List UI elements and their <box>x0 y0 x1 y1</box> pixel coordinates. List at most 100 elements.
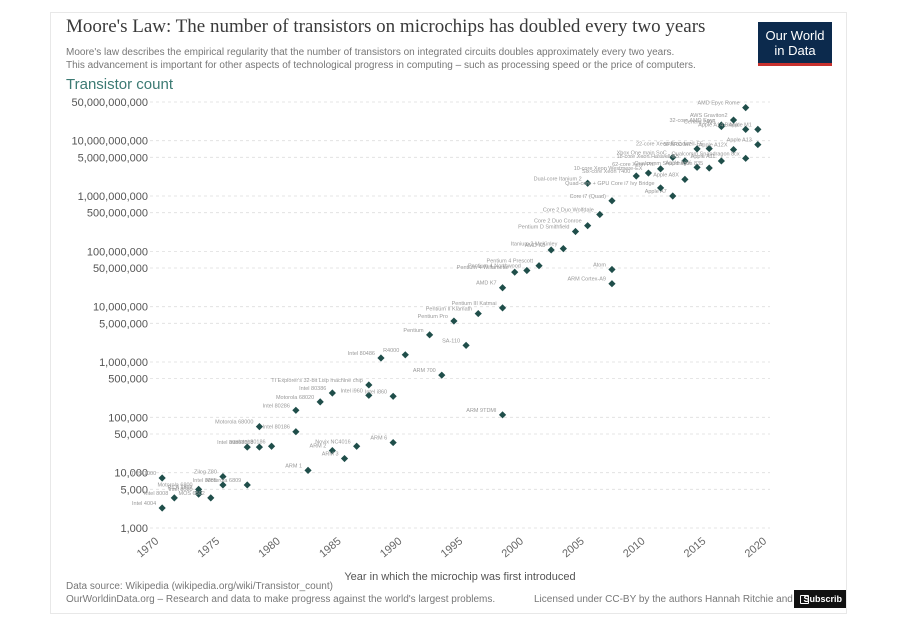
x-tick-label: 2020 <box>743 535 769 560</box>
point-label: Pentium III Katmai <box>452 301 497 307</box>
point-marker <box>377 354 385 362</box>
data-point[interactable]: ARM 9TDMI <box>466 408 507 419</box>
point-marker <box>656 165 665 173</box>
point-marker <box>693 145 701 153</box>
data-point[interactable]: Pentium II Klamath <box>426 307 482 318</box>
data-point[interactable]: Novix NC4016 <box>315 439 361 450</box>
data-point[interactable]: TI Explorer's 32-bit Lisp machine chip <box>271 378 373 389</box>
data-point[interactable]: ARM 1 <box>285 463 312 474</box>
data-point[interactable]: SPARC M7 <box>663 142 701 153</box>
data-point[interactable]: Intel 8080 <box>168 487 203 498</box>
data-point[interactable]: Zilog Z80 <box>194 470 227 481</box>
data-point[interactable]: Intel 8085 <box>193 478 227 489</box>
data-point[interactable]: 22-core Xeon Broadwell-E5 <box>636 142 713 153</box>
point-marker <box>498 304 507 312</box>
data-point[interactable]: Intel 80186 <box>263 425 300 436</box>
data-point[interactable]: TMS 1000 <box>131 471 166 482</box>
point-marker <box>389 438 397 447</box>
point-marker <box>571 227 580 236</box>
data-point[interactable]: Intel 8086 <box>217 440 251 451</box>
data-point[interactable]: Apple A7 <box>645 189 677 200</box>
data-point[interactable]: AMD Epyc Rome <box>697 101 750 112</box>
data-point[interactable]: AMD K7 <box>476 281 507 292</box>
data-point[interactable]: Apple A14 Bionic <box>698 122 750 133</box>
data-point[interactable]: Apple A11 <box>691 154 725 165</box>
point-marker <box>267 442 276 450</box>
subscribe-button[interactable]: Subscrib <box>794 590 846 608</box>
owid-logo[interactable]: Our World in Data <box>758 22 832 66</box>
data-point[interactable]: Intel i960 <box>340 388 373 399</box>
point-marker <box>608 280 616 288</box>
point-marker <box>292 428 300 436</box>
data-point[interactable]: R4000 <box>383 348 409 359</box>
data-point[interactable]: Core 2 Duo Wolfdale <box>543 208 604 219</box>
point-marker <box>365 381 373 389</box>
data-point[interactable]: Pentium III Katmai <box>452 301 507 312</box>
data-point[interactable]: 10-core Xeon Westmere-EX <box>574 166 653 177</box>
point-marker <box>498 284 507 292</box>
data-point[interactable]: Qualcomm Snapdragon 8cx <box>671 151 750 162</box>
data-point[interactable]: Intel i860 <box>365 389 397 400</box>
y-tick-label: 1,000,000 <box>99 357 148 369</box>
data-point[interactable]: MOS 6502 <box>178 491 215 502</box>
y-tick-label: 50,000,000 <box>93 263 148 275</box>
data-point[interactable]: Apple A13 <box>727 138 762 149</box>
data-point[interactable]: Core 2 Duo Conroe <box>534 219 592 230</box>
y-tick-label: 10,000,000,000 <box>72 136 148 148</box>
data-point[interactable]: Itanium 2 McKinley <box>511 242 567 253</box>
data-point[interactable]: Apple A8X <box>653 172 689 183</box>
data-point[interactable]: Pentium 4 Willamette <box>457 265 519 276</box>
data-point[interactable]: Motorola 68000 <box>215 420 264 431</box>
data-point[interactable]: ARM 6 <box>370 436 397 447</box>
point-label: Qualcomm Snapdragon 835 <box>634 161 703 167</box>
data-point[interactable]: ARM 2 <box>310 444 336 455</box>
data-point[interactable]: ARM Cortex-A9 <box>567 277 616 288</box>
data-point[interactable]: Motorola 6809 <box>206 478 251 489</box>
data-point[interactable]: Atom <box>593 262 616 274</box>
data-point[interactable]: Pentium <box>403 328 434 339</box>
data-source[interactable]: Data source: Wikipedia (wikipedia.org/wi… <box>66 581 333 592</box>
data-point[interactable]: AMD K8 <box>525 243 555 254</box>
data-point[interactable]: Motorola 68020 <box>276 395 324 406</box>
point-label: SPARC M7 <box>663 142 691 148</box>
data-point[interactable]: Apple A12X <box>699 143 738 154</box>
point-marker <box>316 398 324 406</box>
point-label: Pentium 4 Northwood <box>468 264 521 270</box>
data-point[interactable]: 18-core Xeon Haswell-E5 <box>617 154 689 165</box>
data-point[interactable]: ARM 3 <box>322 452 349 463</box>
data-point[interactable]: SA-110 <box>442 338 470 349</box>
point-marker <box>462 341 470 349</box>
data-point[interactable]: 62-core Xeon Phi <box>612 162 665 173</box>
data-point[interactable]: Intel 4004 <box>132 501 166 512</box>
data-point[interactable]: AWS Graviton2 <box>690 113 738 124</box>
point-label: Atom <box>593 262 606 268</box>
gridlines <box>150 101 770 529</box>
data-point[interactable]: Intel 80486 <box>348 351 385 362</box>
data-point[interactable]: Six-core Xeon 7400 <box>582 169 640 180</box>
data-point[interactable]: Xbox One main SoC <box>617 150 677 161</box>
data-point[interactable]: Motorola 6800 <box>157 482 203 493</box>
data-point[interactable]: Pentium D Smithfield <box>518 225 580 236</box>
data-point[interactable]: Pentium Pro <box>418 314 458 325</box>
data-point[interactable]: Quad-core + GPU Core i7 Ivy Bridge <box>565 181 665 192</box>
data-point[interactable]: Intel 80286 <box>263 403 300 414</box>
data-point[interactable]: Dual-core Itanium 2 <box>534 176 592 187</box>
data-point[interactable]: Intel 80186 <box>238 439 276 450</box>
data-point[interactable]: Centriq 2400 <box>684 120 725 131</box>
point-marker <box>717 157 725 165</box>
data-point[interactable]: Intel 8088 <box>229 440 264 451</box>
point-marker <box>559 245 567 253</box>
data-point[interactable]: Pentium 4 Northwood <box>468 264 531 275</box>
data-point[interactable]: Apple M1 <box>729 122 762 133</box>
data-point[interactable]: Apple A9X <box>665 160 701 171</box>
data-point[interactable]: Intel 80386 <box>299 386 336 397</box>
point-label: 32-core AMD Epyc <box>670 118 716 124</box>
y-tick-label: 5,000 <box>120 484 148 496</box>
data-point[interactable]: ARM 700 <box>413 368 446 379</box>
point-label: Dual-core Itanium 2 <box>534 176 582 182</box>
data-point[interactable]: Core i7 (Quad) <box>570 194 616 205</box>
point-marker <box>584 179 592 187</box>
data-point[interactable]: Qualcomm Snapdragon 835 <box>634 161 713 172</box>
data-point[interactable]: Intel 8008 <box>144 491 178 502</box>
data-point[interactable]: Pentium 4 Prescott <box>487 259 543 270</box>
